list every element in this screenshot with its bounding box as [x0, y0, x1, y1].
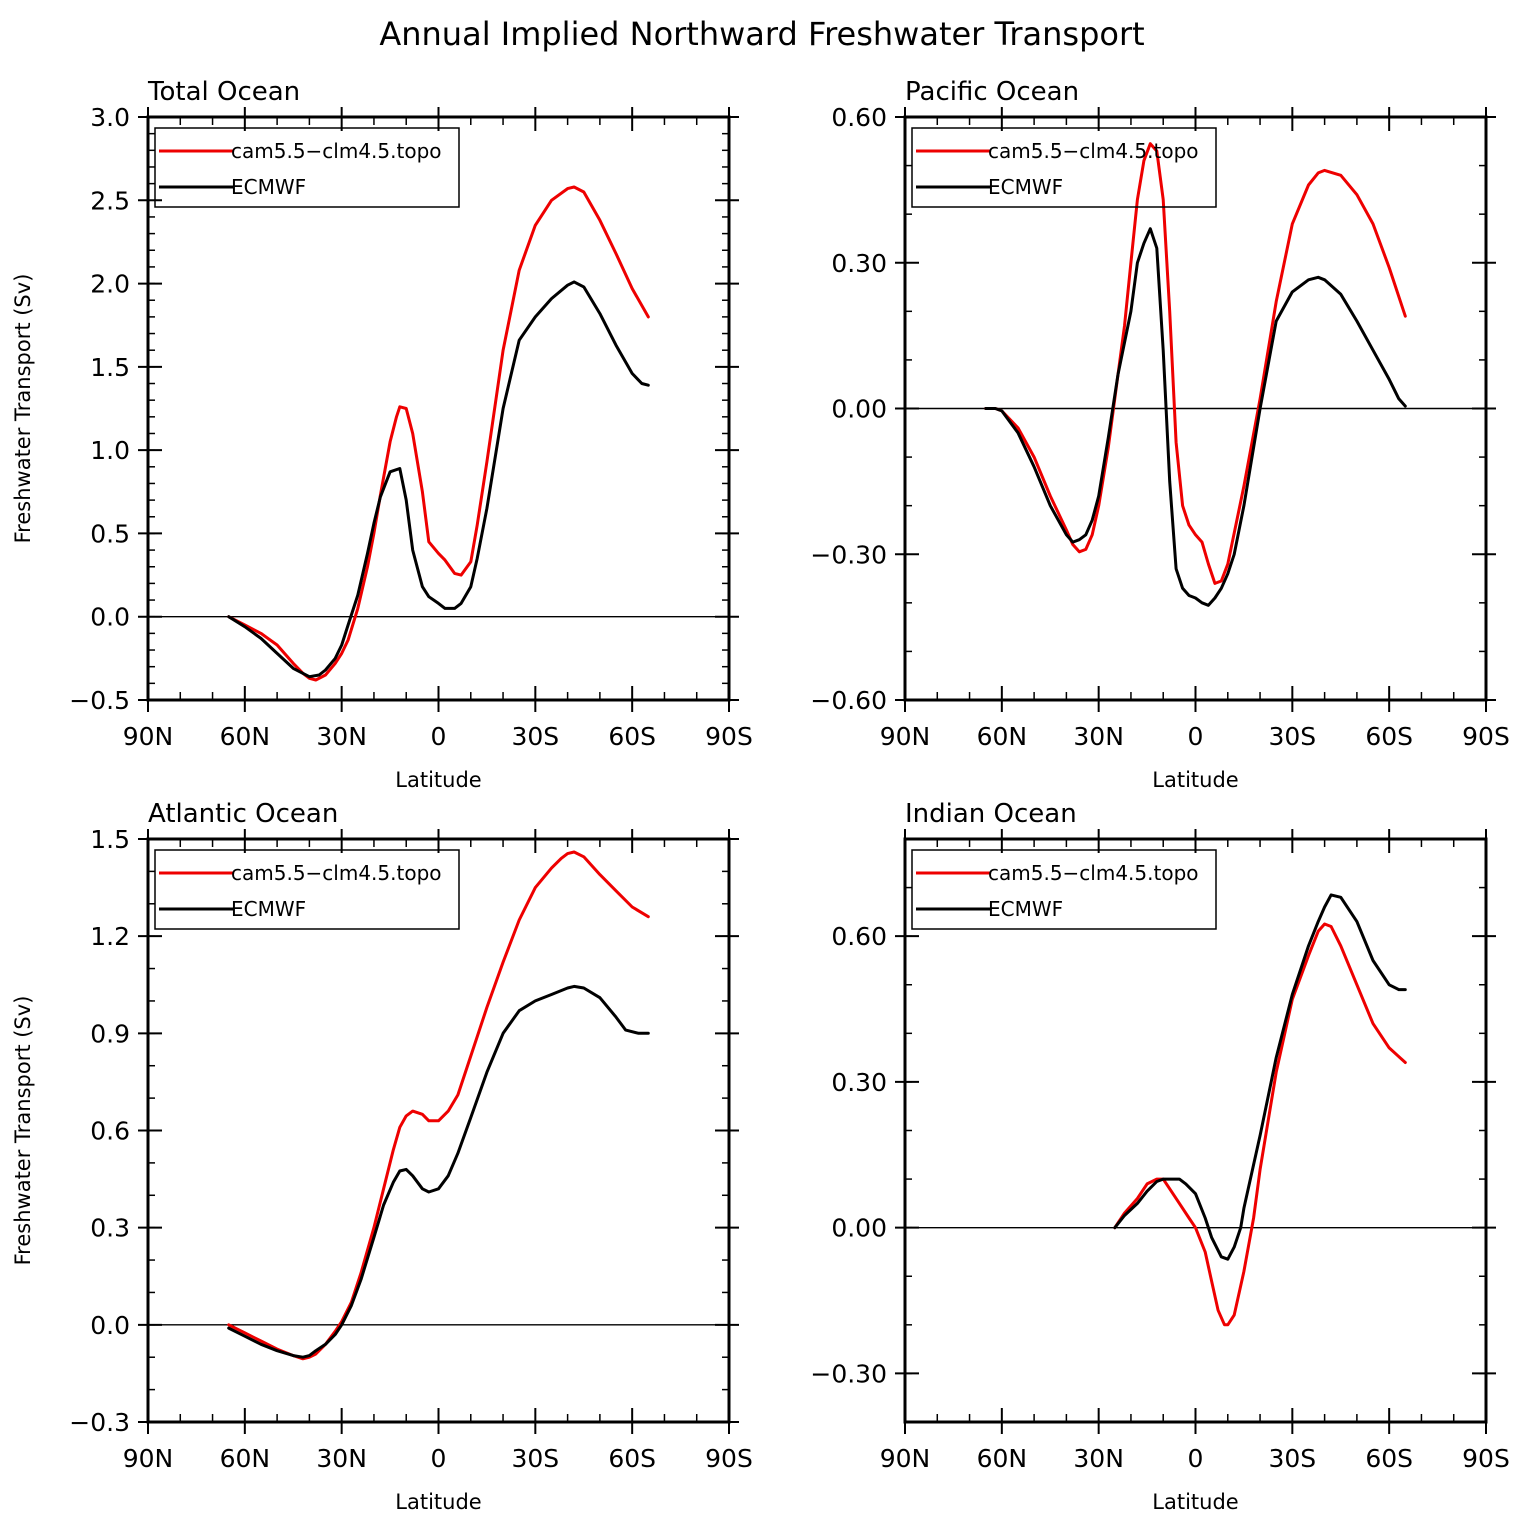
atlantic-x-tick-label: 60S — [608, 1444, 656, 1473]
total-legend: cam5.5−clm4.5.topo ECMWF — [154, 127, 460, 208]
panel-atlantic: Atlantic Ocean −0.3 0.0 0.3 0.6 0.9 1.2 1.5 90N 6… — [11, 799, 753, 1514]
indian-x-tick-label: 90N — [880, 1444, 931, 1473]
atlantic-x-tick-label: 90N — [123, 1444, 174, 1473]
atlantic-y-tick-label: 1.2 — [90, 922, 130, 951]
pacific-x-tick-label: 30S — [1268, 722, 1316, 751]
total-x-tick-label: 30N — [316, 722, 367, 751]
indian-series-model-line — [1113, 922, 1407, 1327]
pacific-series-model-line — [984, 142, 1407, 585]
indian-x-tick-label: 0 — [1188, 1444, 1204, 1473]
total-x-tick-label: 90N — [123, 722, 174, 751]
pacific-x-tick-label: 0 — [1188, 722, 1204, 751]
pacific-y-tick-label: 0.00 — [831, 395, 887, 424]
total-x-tick-label: 60S — [608, 722, 656, 751]
atlantic-legend-label: cam5.5−clm4.5.topo — [231, 861, 442, 885]
total-panel-title: Total Ocean — [147, 77, 300, 107]
pacific-x-tick-label: 90S — [1462, 722, 1510, 751]
atlantic-x-tick-label: 30S — [511, 1444, 559, 1473]
atlantic-plot-frame — [146, 837, 731, 1424]
total-legend-frame — [154, 127, 460, 208]
total-x-axis-title: Latitude — [395, 768, 481, 792]
atlantic-legend-frame — [154, 849, 460, 930]
indian-x-axis-title: Latitude — [1152, 1490, 1238, 1514]
atlantic-legend: cam5.5−clm4.5.topo ECMWF — [154, 849, 460, 930]
atlantic-x-tick-label: 0 — [431, 1444, 447, 1473]
pacific-legend-label: ECMWF — [988, 175, 1063, 199]
indian-x-tick-label: 30N — [1073, 1444, 1124, 1473]
pacific-y-tick-label: 0.60 — [831, 103, 887, 132]
total-x-tick-label: 0 — [431, 722, 447, 751]
total-y-tick-label: 3.0 — [90, 103, 130, 132]
indian-legend-label: ECMWF — [988, 897, 1063, 921]
atlantic-y-axis-title: Freshwater Transport (Sv) — [11, 996, 35, 1266]
pacific-x-axis-title: Latitude — [1152, 768, 1238, 792]
total-y-tick-label: −0.5 — [69, 686, 130, 715]
panel-pacific: Pacific Ocean −0.60 −0.30 0.00 0.30 0.60 90N 60… — [810, 77, 1509, 792]
pacific-x-tick-label: 60S — [1365, 722, 1413, 751]
indian-y-tick-label: 0.60 — [831, 922, 887, 951]
total-y-tick-label: 1.0 — [90, 436, 130, 465]
total-y-tick-label: 2.0 — [90, 270, 130, 299]
atlantic-x-axis-title: Latitude — [395, 1490, 481, 1514]
pacific-panel-title: Pacific Ocean — [905, 77, 1079, 107]
indian-x-tick-label: 60N — [977, 1444, 1028, 1473]
atlantic-y-tick-label: 0.6 — [90, 1117, 130, 1146]
atlantic-legend-label: ECMWF — [231, 897, 306, 921]
total-y-tick-label: 2.5 — [90, 186, 130, 215]
panel-indian: Indian Ocean −0.30 0.00 0.30 0.60 90N 60N 30N 0 3… — [810, 799, 1509, 1514]
total-series-obs-line — [227, 280, 650, 679]
indian-x-tick-label: 60S — [1365, 1444, 1413, 1473]
total-plot-frame — [146, 115, 731, 702]
indian-x-tick-label: 30S — [1268, 1444, 1316, 1473]
pacific-plot-frame — [903, 115, 1488, 702]
total-x-tick-label: 60N — [220, 722, 271, 751]
pacific-series-obs-line — [984, 227, 1407, 607]
atlantic-y-tick-label: 0.9 — [90, 1019, 130, 1048]
total-series-model-line — [227, 185, 650, 682]
atlantic-y-tick-label: 1.5 — [90, 825, 130, 854]
total-x-tick-label: 90S — [705, 722, 753, 751]
total-legend-label: cam5.5−clm4.5.topo — [231, 139, 442, 163]
pacific-legend: cam5.5−clm4.5.topo ECMWF — [911, 127, 1217, 208]
pacific-x-tick-label: 30N — [1073, 722, 1124, 751]
atlantic-panel-title: Atlantic Ocean — [148, 799, 338, 829]
indian-plot-frame — [903, 837, 1488, 1424]
indian-x-tick-label: 90S — [1462, 1444, 1510, 1473]
indian-y-tick-label: −0.30 — [810, 1359, 887, 1388]
indian-y-tick-label: 0.00 — [831, 1214, 887, 1243]
indian-y-tick-label: 0.30 — [831, 1068, 887, 1097]
total-y-axis-title: Freshwater Transport (Sv) — [11, 274, 35, 544]
pacific-legend-label: cam5.5−clm4.5.topo — [988, 139, 1199, 163]
indian-legend-label: cam5.5−clm4.5.topo — [988, 861, 1199, 885]
atlantic-series-model-line — [227, 850, 650, 1361]
panel-total: Total Ocean −0.5 0.0 0.5 1.0 1.5 2.0 2.5 3.0 90N 6… — [11, 77, 753, 792]
pacific-x-tick-label: 90N — [880, 722, 931, 751]
atlantic-series-obs-line — [227, 984, 650, 1359]
pacific-x-tick-label: 60N — [977, 722, 1028, 751]
indian-series-obs-line — [1113, 893, 1407, 1261]
total-y-tick-label: 0.0 — [90, 603, 130, 632]
pacific-y-tick-label: 0.30 — [831, 249, 887, 278]
figure-title: Annual Implied Northward Freshwater Tran… — [379, 15, 1144, 53]
atlantic-y-tick-label: 0.3 — [90, 1214, 130, 1243]
atlantic-y-tick-label: 0.0 — [90, 1311, 130, 1340]
atlantic-y-tick-label: −0.3 — [69, 1408, 130, 1437]
total-legend-label: ECMWF — [231, 175, 306, 199]
indian-panel-title: Indian Ocean — [905, 799, 1077, 829]
pacific-legend-frame — [911, 127, 1217, 208]
atlantic-x-tick-label: 30N — [316, 1444, 367, 1473]
indian-legend: cam5.5−clm4.5.topo ECMWF — [911, 849, 1217, 930]
total-y-tick-label: 1.5 — [90, 353, 130, 382]
total-y-tick-label: 0.5 — [90, 519, 130, 548]
pacific-y-tick-label: −0.30 — [810, 540, 887, 569]
atlantic-x-tick-label: 60N — [220, 1444, 271, 1473]
total-x-tick-label: 30S — [511, 722, 559, 751]
pacific-y-tick-label: −0.60 — [810, 686, 887, 715]
indian-legend-frame — [911, 849, 1217, 930]
atlantic-x-tick-label: 90S — [705, 1444, 753, 1473]
